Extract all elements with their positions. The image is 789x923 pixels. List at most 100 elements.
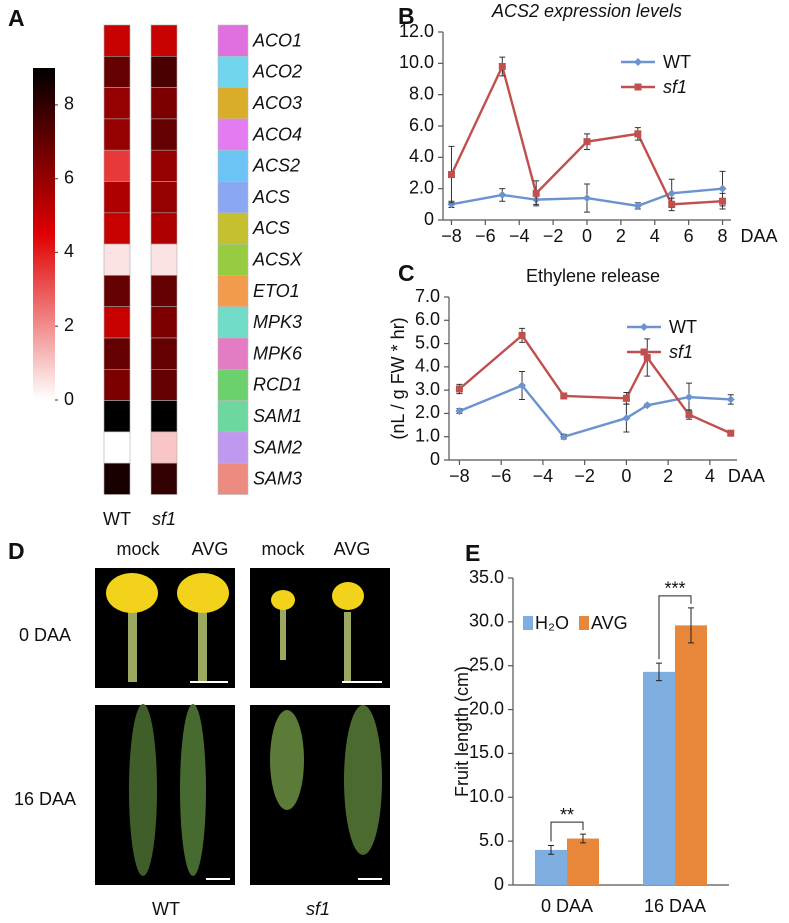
heatmap-cell [103, 212, 131, 245]
colorbar-tick-label: 6 [64, 167, 74, 187]
gene-swatch [217, 400, 249, 433]
legend-label: AVG [591, 613, 628, 633]
marker [447, 171, 455, 179]
heatmap-cell [103, 243, 131, 276]
x-axis-label: DAA [741, 226, 778, 246]
y-tick-label: 8.0 [409, 83, 434, 103]
x-tick-label: 8 [718, 226, 728, 246]
marker [634, 130, 642, 138]
error-bar [688, 607, 694, 644]
x-tick-label: −6 [475, 226, 496, 246]
marker [455, 407, 464, 416]
marker [633, 201, 642, 210]
heatmap-cell [150, 275, 178, 307]
heatmap-cell [103, 337, 131, 370]
error-bar [548, 845, 554, 855]
y-tick-label: 4.0 [415, 356, 440, 376]
gene-label: ACO2 [252, 62, 302, 82]
x-tick-label: −4 [533, 466, 554, 486]
heatmap-cell [103, 55, 131, 88]
row-label: 0 DAA [19, 625, 71, 645]
gene-swatch [217, 306, 249, 339]
y-tick-label: 2.0 [409, 177, 434, 197]
gene-label: MPK6 [253, 343, 303, 363]
y-tick-label: 1.0 [415, 425, 440, 445]
y-tick-label: 3.0 [415, 379, 440, 399]
heatmap-cell [150, 118, 178, 151]
colorbar [33, 68, 55, 400]
y-tick-label: 0 [424, 209, 434, 229]
y-tick-label: 0 [430, 449, 440, 469]
x-tick-label: −2 [543, 226, 564, 246]
chart-title: ACS2 expression levels [491, 1, 682, 21]
x-tick-label: 6 [684, 226, 694, 246]
marker [532, 189, 540, 197]
gene-swatch [217, 181, 249, 214]
gene-label: ACS [252, 187, 290, 207]
heatmap-cell [150, 149, 178, 182]
gene-label: MPK3 [253, 312, 302, 332]
panel-letter: C [398, 260, 415, 286]
significance-label: *** [664, 579, 685, 599]
legend-swatch [579, 616, 589, 630]
panel-letter: A [8, 5, 25, 31]
x-tick-label: −2 [574, 466, 595, 486]
gene-label: ACS [252, 218, 290, 238]
marker [685, 411, 693, 419]
heatmap-cell [150, 24, 178, 57]
bar [675, 625, 707, 885]
heatmap-cell [150, 400, 178, 433]
gene-swatch [217, 243, 249, 276]
y-tick-label: 0 [494, 874, 504, 894]
legend-label: WT [669, 317, 697, 337]
y-tick-label: 5.0 [479, 830, 504, 850]
legend-label: sf1 [669, 342, 693, 362]
marker [455, 385, 463, 393]
marker [498, 190, 507, 199]
bar [535, 849, 567, 885]
genotype-label: WT [152, 899, 180, 919]
heatmap-cell [150, 87, 178, 120]
heatmap-cell [103, 118, 131, 151]
heatmap-cell [103, 149, 131, 182]
gene-label: SAM2 [253, 437, 302, 457]
x-tick-label: 16 DAA [644, 896, 706, 916]
marker [560, 392, 568, 400]
error-bar [656, 662, 662, 682]
column-label: WT [103, 509, 131, 529]
error-bar [580, 833, 586, 844]
y-axis-label: (nL / g FW * hr) [388, 317, 408, 439]
y-tick-label: 6.0 [409, 115, 434, 135]
x-tick-label: 0 [582, 226, 592, 246]
gene-label: ACO3 [252, 93, 302, 113]
heatmap-cell [103, 275, 131, 307]
gene-swatch [217, 55, 249, 88]
marker [498, 62, 506, 70]
marker [583, 138, 591, 146]
colorbar-tick-label: 0 [64, 389, 74, 409]
heatmap-cell [103, 400, 131, 433]
heatmap-cell [150, 181, 178, 214]
heatmap-cell [103, 87, 131, 120]
y-tick-label: 15.0 [469, 742, 504, 762]
significance-bracket [550, 821, 584, 842]
chart-title: Ethylene release [526, 266, 660, 286]
column-label: sf1 [152, 509, 176, 529]
significance-bracket [658, 595, 692, 660]
y-tick-label: 20.0 [469, 698, 504, 718]
y-tick-label: 7.0 [415, 286, 440, 306]
marker [685, 393, 693, 402]
row-label: 16 DAA [14, 789, 76, 809]
marker [726, 395, 735, 404]
y-tick-label: 10.0 [469, 786, 504, 806]
photos [95, 568, 390, 885]
heatmap-cell [150, 243, 178, 276]
y-axis-label: Fruit length (cm) [452, 666, 472, 797]
legend-marker [640, 348, 648, 356]
gene-swatch [217, 337, 249, 370]
heatmap-cell [150, 55, 178, 88]
x-tick-label: 0 DAA [541, 896, 593, 916]
column-label: AVG [334, 539, 371, 559]
panel-letter: E [465, 540, 480, 566]
gene-label: SAM3 [253, 469, 302, 489]
